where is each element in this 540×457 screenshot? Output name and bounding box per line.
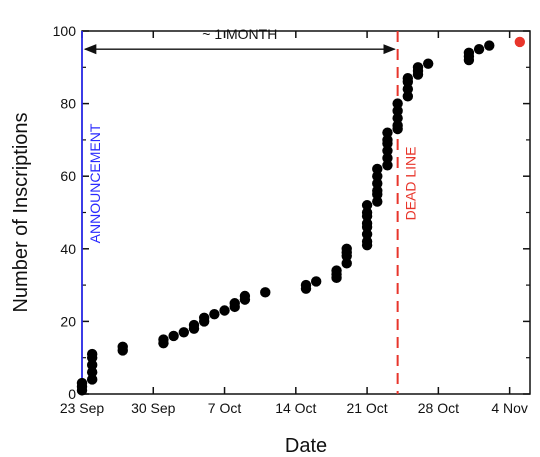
data-point [422, 58, 434, 69]
data-point [382, 127, 393, 138]
data-point [392, 120, 403, 131]
y-tick-label: 60 [60, 168, 76, 184]
data-point [209, 308, 220, 320]
x-tick-label: 21 Oct [346, 400, 387, 416]
data-point [341, 243, 352, 254]
y-axis-title: Number of Inscriptions [10, 112, 32, 312]
data-point [402, 91, 414, 102]
data-point [402, 83, 414, 95]
data-point [361, 229, 373, 240]
y-tick-label: 100 [53, 23, 77, 39]
highlight-point [514, 36, 526, 48]
x-tick-label: 4 Nov [491, 400, 528, 416]
data-point [158, 334, 169, 345]
x-tick-label: 7 Oct [208, 400, 242, 416]
data-point [168, 330, 179, 342]
y-tick-label: 80 [60, 96, 76, 112]
data-point [341, 258, 352, 269]
data-point [361, 200, 373, 211]
data-point [178, 327, 190, 338]
data-point [372, 171, 383, 182]
data-point [86, 374, 98, 385]
data-point [86, 348, 98, 360]
y-tick-label: 40 [60, 241, 76, 257]
x-tick-label: 30 Sep [131, 400, 176, 416]
data-point [331, 265, 342, 276]
data-point [372, 185, 383, 196]
data-point [188, 319, 200, 331]
data-point [76, 377, 88, 389]
data-point [463, 47, 475, 58]
data-point [86, 359, 98, 371]
data-point [473, 43, 485, 55]
data-point [402, 72, 414, 84]
plot-frame [81, 30, 531, 395]
data-point [361, 207, 373, 218]
data-point [117, 341, 128, 353]
data-point [229, 298, 240, 309]
data-point [239, 290, 251, 302]
data-point [484, 40, 495, 51]
x-tick-label: 14 Oct [275, 400, 316, 416]
data-point [260, 287, 271, 298]
data-point [412, 62, 424, 73]
data-point [382, 145, 393, 156]
announcement-label: ANNOUNCEMENT [87, 123, 103, 243]
data-point [86, 367, 98, 378]
data-point [382, 152, 393, 164]
y-tick-label: 20 [60, 313, 76, 329]
one-month-label: ~ 1 MONTH [202, 26, 277, 42]
data-point [372, 163, 383, 175]
x-axis-title: Date [285, 435, 327, 457]
y-tick-label: 0 [68, 386, 76, 402]
data-point [392, 112, 403, 124]
data-point [219, 305, 230, 316]
data-point [372, 178, 383, 189]
data-point [392, 98, 403, 109]
deadline-label: DEAD LINE [403, 146, 419, 220]
x-tick-label: 28 Oct [418, 400, 459, 416]
data-point [382, 134, 393, 146]
data-point [310, 276, 322, 287]
data-point [361, 236, 373, 247]
data-point [382, 160, 393, 171]
data-point [372, 196, 383, 207]
data-point [361, 218, 373, 229]
data-point [392, 105, 403, 117]
x-tick-label: 23 Sep [60, 400, 105, 416]
data-point [300, 279, 312, 291]
data-point [198, 312, 210, 323]
